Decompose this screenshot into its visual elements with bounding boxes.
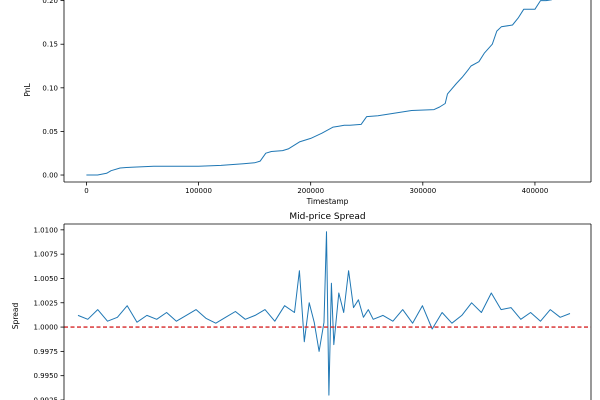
spread-y-tick-label: 1.0025	[34, 299, 59, 307]
pnl-y-tick-label: 0.15	[42, 41, 58, 49]
pnl-x-axis-label: Timestamp	[306, 197, 349, 206]
pnl-y-ticks: 0.00 0.05 0.10 0.15 0.20	[42, 0, 64, 180]
spread-y-tick-label: 0.9925	[34, 397, 59, 400]
pnl-x-tick-label: 100000	[185, 187, 212, 195]
spread-y-tick-label: 1.0075	[34, 251, 59, 259]
spread-y-axis-label: Spread	[11, 303, 20, 330]
pnl-series-line	[86, 0, 552, 176]
pnl-chart: 0 100000 200000 300000 400000 0.000.050.100.…	[23, 0, 592, 206]
spread-y-tick-label: 1.0050	[34, 275, 59, 283]
pnl-y-tick-label: 0.10	[42, 84, 58, 92]
pnl-x-ticks: 0 100000 200000 300000 400000	[84, 182, 548, 195]
pnl-y-tick-label: 0.20	[42, 0, 58, 5]
spread-y-tick-label: 1.0100	[34, 226, 59, 234]
spread-y-tick-label: 0.9975	[34, 348, 59, 356]
pnl-y-axis-label: PnL	[23, 83, 32, 97]
spread-y-ticks: 0.9925 0.9950 0.9975 1.0000 1.0025 1.0050 1.00…	[34, 226, 64, 400]
spread-chart-title: Mid-price Spread	[289, 212, 365, 222]
spread-chart: Mid-price Spread 0.9925 0.9950 0.9975 1.000…	[11, 212, 592, 400]
spread-series-line	[77, 231, 571, 396]
pnl-x-tick-label: 0	[84, 187, 88, 195]
pnl-y-tick-label: 0.05	[42, 128, 58, 136]
spread-y-tick-label: 1.0000	[34, 324, 59, 332]
pnl-y-tick-label: 0.00	[42, 172, 58, 180]
pnl-x-tick-label: 200000	[297, 187, 324, 195]
pnl-x-tick-label: 300000	[409, 187, 436, 195]
pnl-x-tick-label: 400000	[522, 187, 549, 195]
spread-y-tick-label: 0.9950	[34, 372, 59, 380]
